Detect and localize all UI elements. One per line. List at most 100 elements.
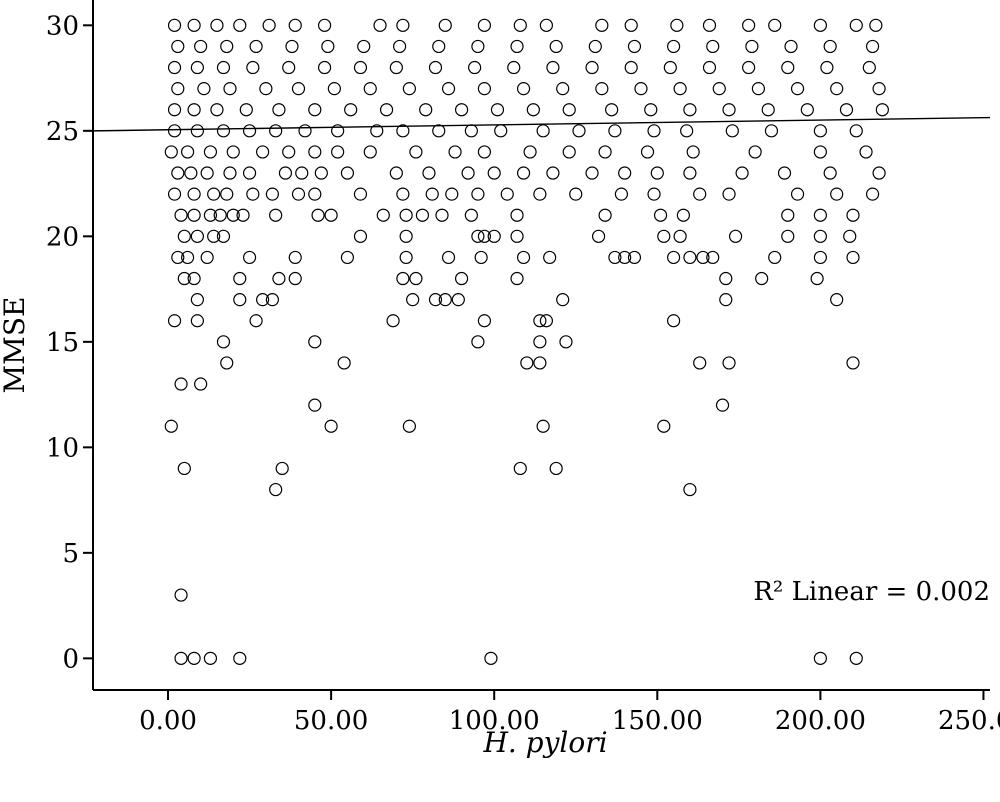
data-point <box>474 250 488 265</box>
data-point <box>167 124 182 138</box>
data-point <box>516 250 531 265</box>
data-point <box>419 103 433 117</box>
data-point <box>614 187 629 201</box>
x-tick-label: 100.00 <box>449 706 540 736</box>
data-point <box>624 18 638 32</box>
data-point <box>464 208 478 222</box>
data-point <box>223 82 237 96</box>
y-axis-title: MMSE <box>0 297 31 394</box>
data-point <box>288 250 302 265</box>
data-point <box>275 461 289 476</box>
data-point <box>461 166 475 180</box>
data-point <box>321 39 335 54</box>
data-point <box>207 187 221 201</box>
data-point <box>487 166 501 180</box>
data-point <box>344 103 358 117</box>
data-point <box>539 18 553 32</box>
data-point <box>187 103 201 117</box>
y-tick-label: 5 <box>62 539 79 569</box>
data-point <box>415 208 430 222</box>
data-point <box>813 229 827 243</box>
data-point <box>200 166 214 180</box>
data-point <box>598 208 612 222</box>
data-point <box>177 461 191 476</box>
y-axis-ticks: 0 5 10 15 20 25 30 <box>46 11 93 674</box>
x-tick-label: 150.00 <box>612 706 703 736</box>
data-point <box>233 18 247 32</box>
data-point <box>673 229 687 243</box>
data-point <box>432 124 446 138</box>
data-point <box>406 293 420 307</box>
data-point <box>396 271 410 286</box>
data-point <box>282 145 296 159</box>
data-point <box>768 250 782 265</box>
data-point <box>409 271 423 286</box>
data-point <box>500 187 514 201</box>
data-point <box>784 39 798 54</box>
data-point <box>190 293 204 307</box>
data-point <box>174 651 188 665</box>
data-point <box>246 187 260 201</box>
data-point <box>340 166 355 180</box>
data-point <box>471 229 485 243</box>
data-point <box>471 187 485 201</box>
data-point <box>396 18 410 32</box>
data-point <box>262 18 276 32</box>
data-point <box>595 18 609 32</box>
data-point <box>846 208 860 222</box>
data-point <box>562 145 576 159</box>
data-point <box>216 60 231 75</box>
data-point <box>376 208 390 222</box>
data-point <box>454 271 469 286</box>
data-point <box>197 82 211 96</box>
data-point <box>471 39 485 54</box>
data-point <box>533 356 547 370</box>
data-point <box>171 82 185 96</box>
data-point <box>813 145 827 159</box>
data-point <box>203 651 218 665</box>
data-point <box>190 60 204 75</box>
data-point <box>549 39 563 54</box>
data-point <box>849 124 863 138</box>
data-point <box>862 60 876 75</box>
data-point <box>174 377 188 391</box>
data-point <box>389 166 403 180</box>
data-point <box>634 82 648 96</box>
data-point <box>605 103 619 117</box>
data-point <box>308 187 322 201</box>
x-axis-ticks: 0.00 50.00 100.00 150.00 200.00 250.00 <box>139 690 1000 736</box>
data-point <box>200 250 214 265</box>
y-tick-label: 15 <box>46 328 79 358</box>
data-point <box>477 82 492 96</box>
data-point <box>220 356 234 370</box>
data-point <box>490 103 505 117</box>
data-point <box>533 314 547 328</box>
data-point <box>673 82 687 96</box>
x-tick-label: 50.00 <box>294 706 368 736</box>
data-point <box>813 18 827 32</box>
data-point <box>177 229 191 243</box>
data-point <box>295 166 309 180</box>
data-point <box>216 124 231 138</box>
data-point <box>265 187 279 201</box>
data-point <box>164 145 178 159</box>
data-point <box>846 356 860 370</box>
data-point <box>216 229 231 243</box>
data-point <box>428 293 443 307</box>
data-point <box>608 124 622 138</box>
data-point <box>510 39 524 54</box>
data-point <box>171 39 185 54</box>
data-point <box>256 293 270 307</box>
data-point <box>187 187 201 201</box>
data-point <box>448 145 462 159</box>
y-tick-label: 10 <box>46 433 79 463</box>
data-point <box>324 208 338 222</box>
data-point <box>790 82 805 96</box>
data-point <box>210 103 224 117</box>
data-point <box>282 60 296 75</box>
data-point <box>810 271 824 286</box>
data-point <box>777 166 792 180</box>
data-point <box>464 124 478 138</box>
data-point <box>647 187 661 201</box>
data-point <box>683 166 697 180</box>
